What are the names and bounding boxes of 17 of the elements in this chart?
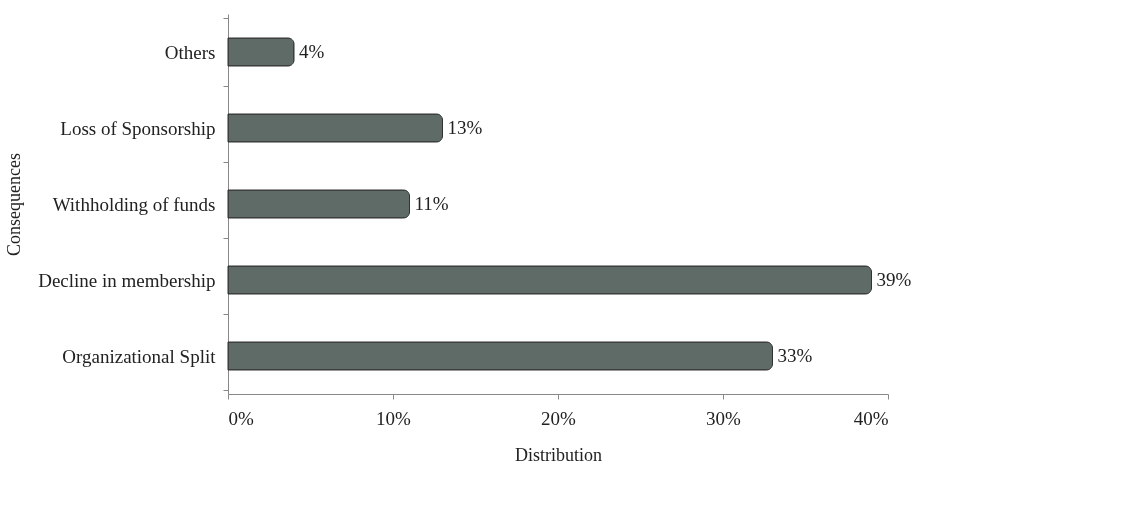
x-tick-label: 40%: [853, 407, 889, 429]
data-label: 11%: [414, 193, 449, 214]
x-tick-label: 0%: [228, 407, 254, 429]
x-axis-title: Distribution: [514, 444, 603, 465]
y-tick-label: Others: [164, 41, 216, 63]
x-tick-label: 10%: [376, 407, 412, 429]
y-tick-label: Decline in membership: [38, 269, 216, 291]
x-tick-label: 20%: [541, 407, 577, 429]
data-label: 39%: [876, 269, 912, 290]
data-label: 4%: [299, 41, 325, 62]
y-tick-label: Organizational Split: [62, 345, 217, 367]
y-tick-label: Loss of Sponsorship: [60, 117, 216, 139]
x-tick-label: 30%: [706, 407, 742, 429]
data-label: 13%: [447, 117, 483, 138]
y-axis-title: Consequences: [4, 153, 25, 256]
y-tick-label: Withholding of funds: [52, 193, 216, 215]
data-label: 33%: [777, 345, 813, 366]
